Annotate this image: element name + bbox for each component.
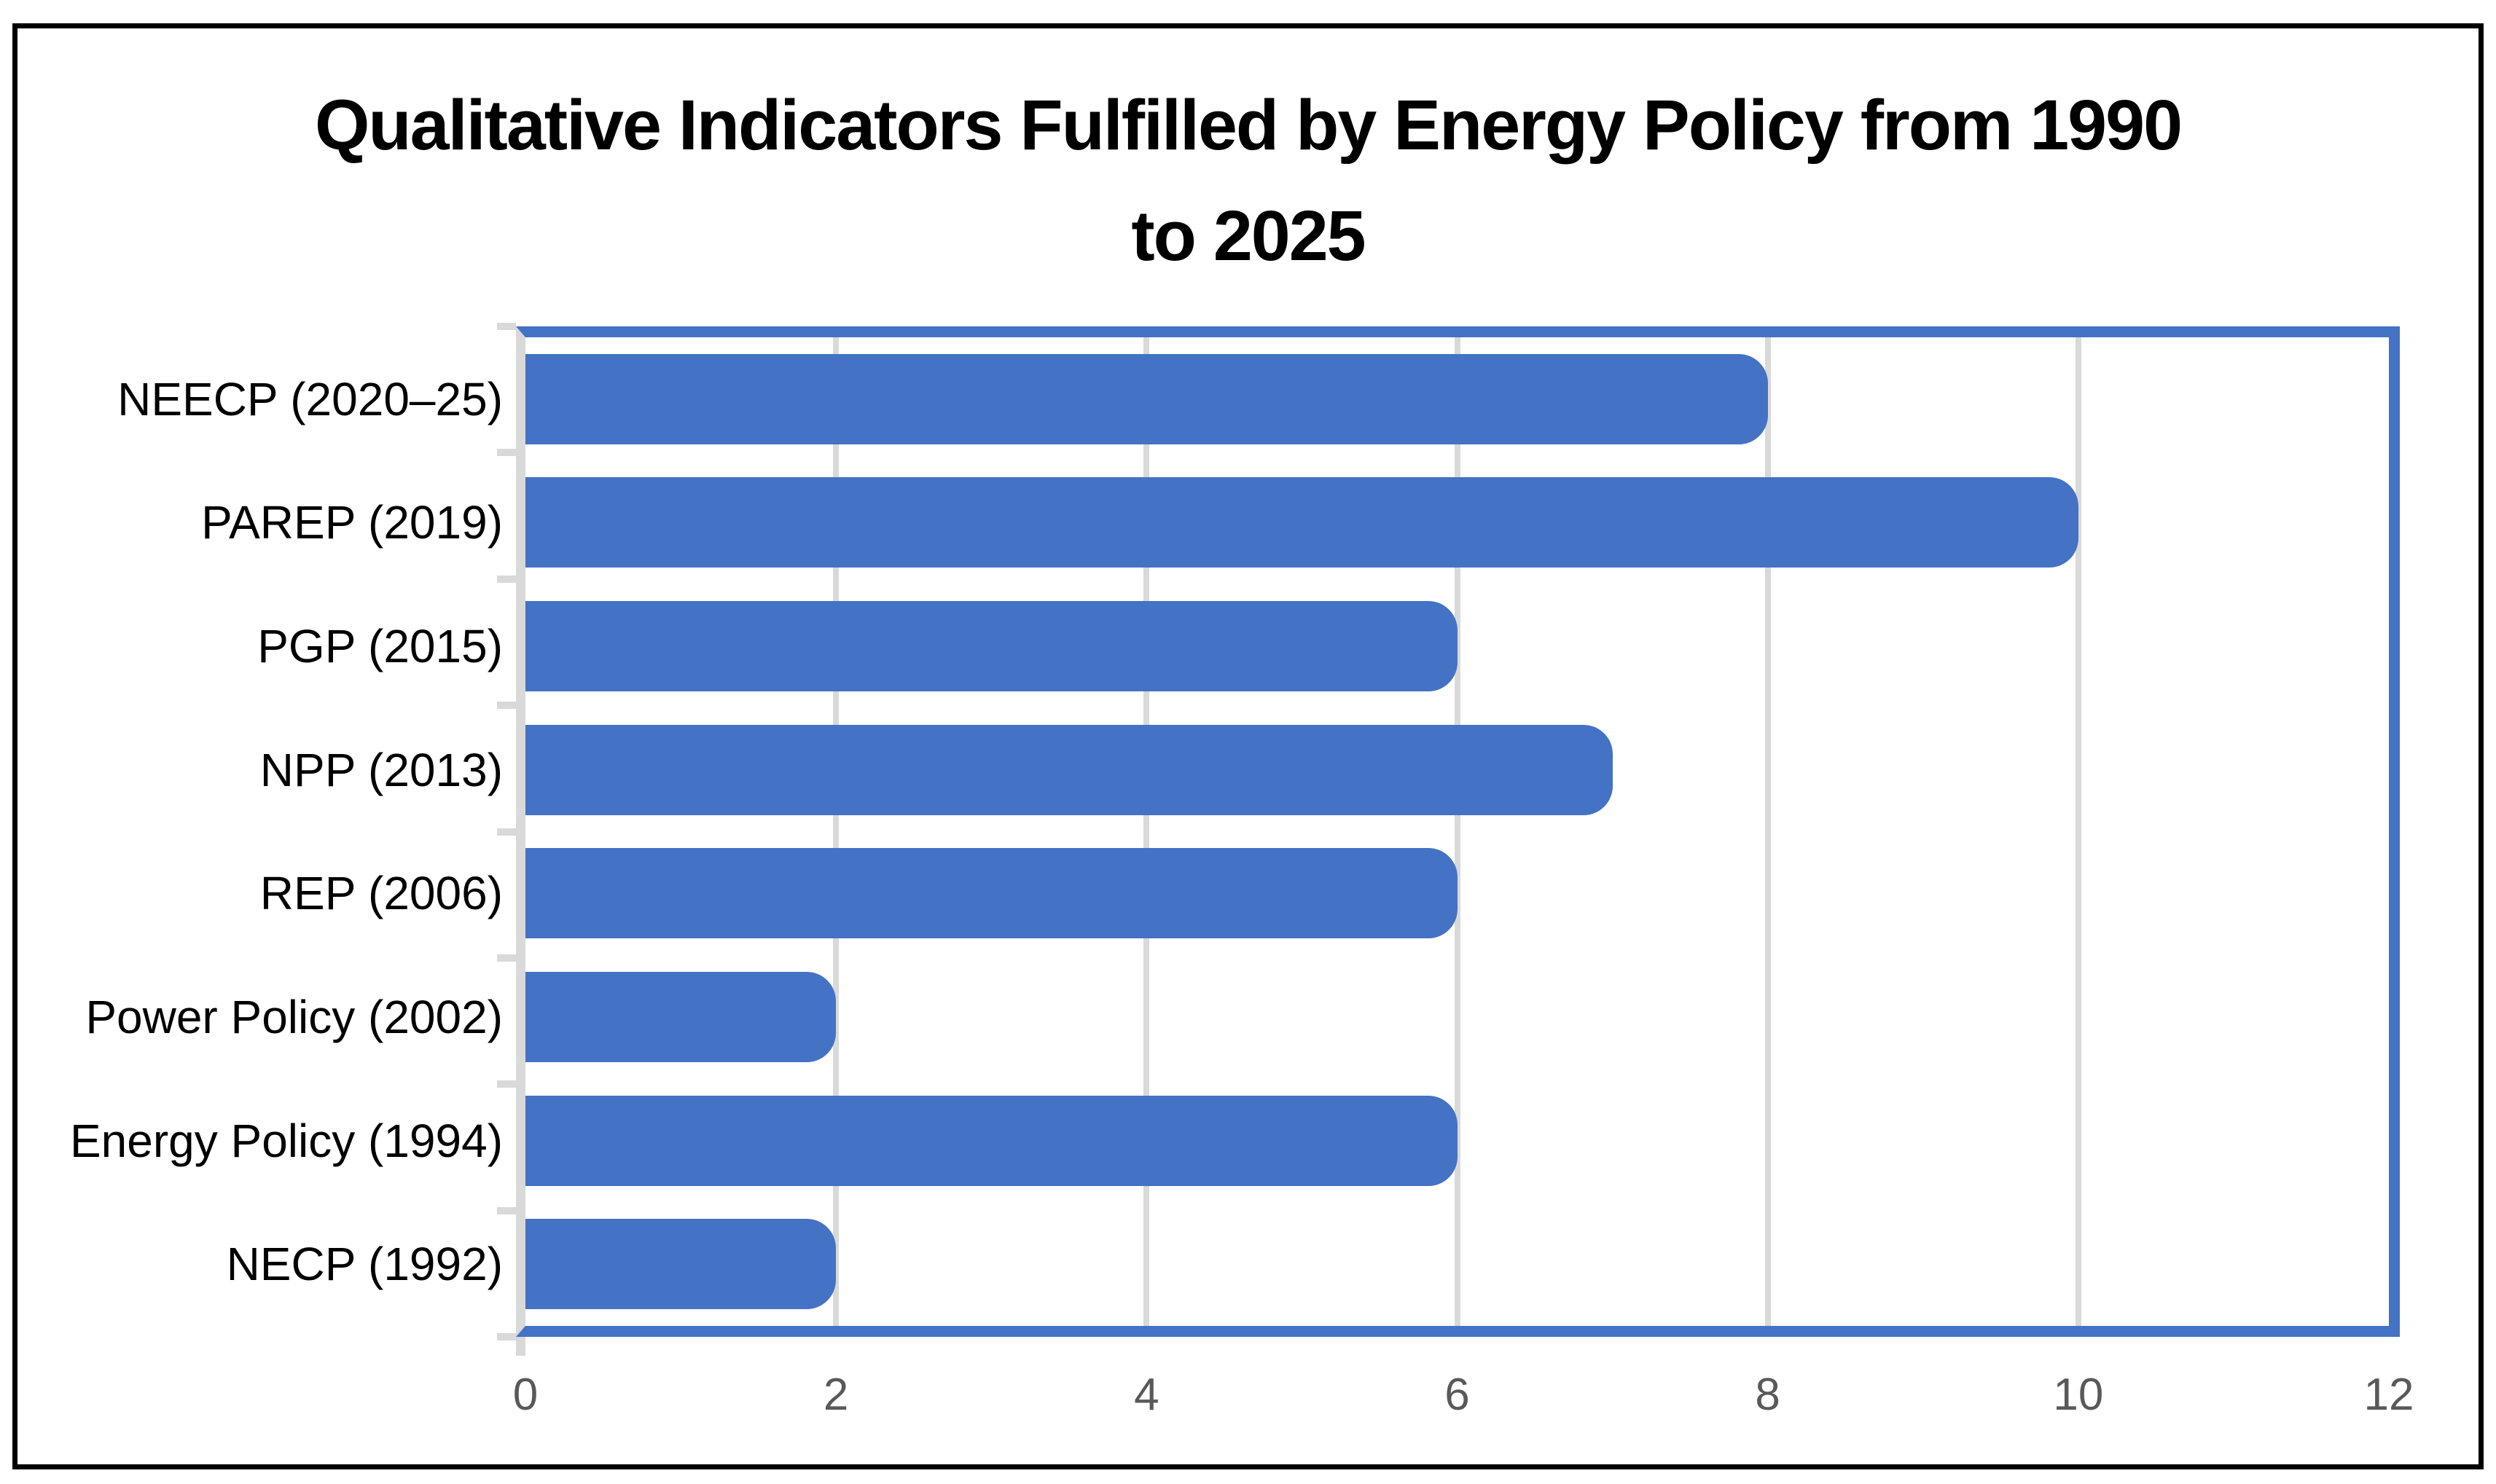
y-axis-tick (497, 1206, 516, 1214)
bar (525, 353, 1768, 444)
x-tick-label: 0 (512, 1370, 539, 1420)
x-tick-label: 12 (2363, 1370, 2414, 1420)
bar (525, 724, 1613, 815)
y-axis-tick (497, 449, 516, 457)
category-label: NPP (2013) (259, 743, 503, 796)
chart-title-line1: Qualitative Indicators Fulfilled by Ener… (314, 85, 2183, 165)
bar (525, 971, 837, 1062)
bar (525, 477, 2078, 568)
gridline-x-8 (1764, 337, 1771, 1326)
bar (525, 601, 1458, 692)
category-label: PAREP (2019) (201, 496, 503, 549)
y-axis-tick (497, 954, 516, 962)
plot-area (516, 326, 2400, 1337)
category-label: REP (2006) (259, 867, 503, 920)
y-axis-bottom-tick (516, 1337, 525, 1356)
chart-title: Qualitative Indicators Fulfilled by Ener… (0, 70, 2496, 291)
category-label: NEECP (2020–25) (117, 372, 503, 425)
gridline-x-4 (1143, 337, 1150, 1326)
y-axis-tick (497, 1333, 516, 1340)
category-label: Power Policy (2002) (85, 990, 503, 1043)
bar (525, 848, 1458, 939)
bar (525, 1095, 1458, 1186)
y-axis-tick (497, 1080, 516, 1088)
gridline-x-10 (2075, 337, 2081, 1326)
y-axis-tick (497, 323, 516, 330)
x-tick-label: 6 (1444, 1370, 1470, 1420)
category-label: Energy Policy (1994) (69, 1114, 503, 1167)
y-axis-tick (497, 702, 516, 710)
y-axis-tick (497, 828, 516, 836)
bar (525, 1219, 837, 1310)
gridline-x-6 (1454, 337, 1460, 1326)
x-tick-label: 4 (1134, 1370, 1159, 1420)
gridline-x-2 (833, 337, 840, 1326)
x-tick-label: 2 (823, 1370, 849, 1420)
y-axis-tick (497, 575, 516, 583)
x-tick-label: 10 (2053, 1370, 2104, 1420)
category-label: PGP (2015) (257, 620, 503, 673)
x-tick-label: 8 (1755, 1370, 1780, 1420)
category-label: NECP (1992) (226, 1238, 503, 1291)
chart-title-line2: to 2025 (1131, 196, 1366, 275)
